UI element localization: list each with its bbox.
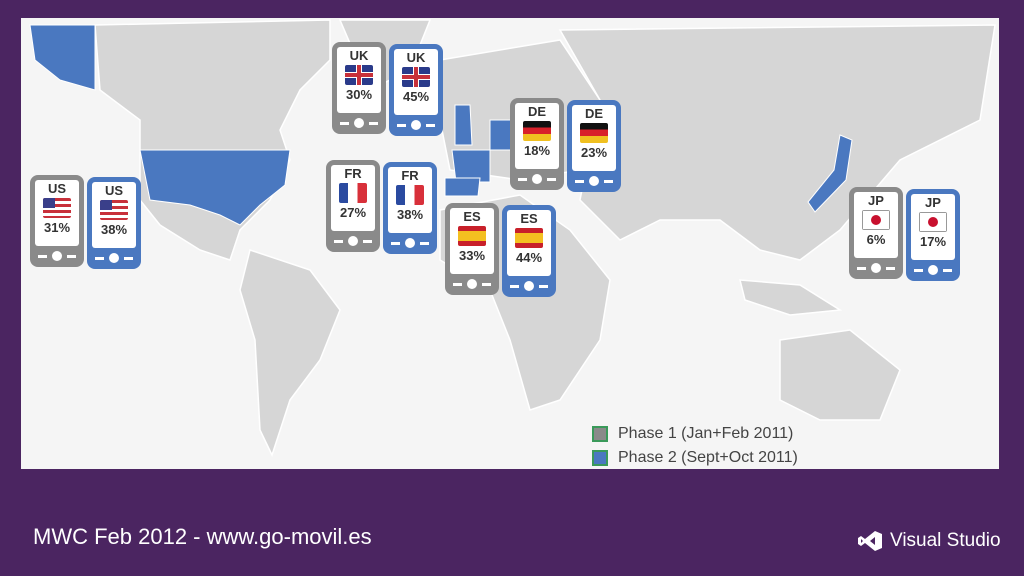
spain	[444, 177, 481, 197]
phone-marker-fr-phase2: FR 38%	[383, 162, 437, 254]
percentage: 18%	[523, 143, 551, 158]
visual-studio-logo: Visual Studio	[858, 530, 1001, 552]
percentage: 38%	[396, 207, 424, 222]
country-code: JP	[868, 193, 884, 208]
us-flag-icon	[43, 198, 71, 218]
phone-screen: ES 44%	[507, 210, 551, 276]
phone-buttons	[87, 253, 141, 263]
phone-buttons	[383, 238, 437, 248]
phone-screen: JP 17%	[911, 194, 955, 260]
phone-marker-uk-phase1: UK 30%	[332, 42, 386, 134]
percentage: 17%	[919, 234, 947, 249]
phone-buttons	[445, 279, 499, 289]
phone-marker-us-phase2: US 38%	[87, 177, 141, 269]
de-flag-icon	[523, 121, 551, 141]
percentage: 23%	[580, 145, 608, 160]
phone-screen: DE 18%	[515, 103, 559, 169]
country-code: JP	[925, 195, 941, 210]
germany	[489, 119, 513, 151]
phone-buttons	[332, 118, 386, 128]
indonesia	[739, 279, 843, 316]
percentage: 44%	[515, 250, 543, 265]
phone-buttons	[567, 176, 621, 186]
percentage: 31%	[43, 220, 71, 235]
australia	[779, 329, 901, 421]
phone-buttons	[502, 281, 556, 291]
country-code: US	[47, 181, 67, 196]
phone-screen: FR 27%	[331, 165, 375, 231]
jp-flag-icon	[919, 212, 947, 232]
country-code: US	[104, 183, 124, 198]
phone-buttons	[30, 251, 84, 261]
phone-screen: US 31%	[35, 180, 79, 246]
phone-buttons	[906, 265, 960, 275]
footer-text: MWC Feb 2012 - www.go-movil.es	[33, 524, 372, 549]
phone-buttons	[389, 120, 443, 130]
us-flag-icon	[100, 200, 128, 220]
phone-marker-es-phase1: ES 33%	[445, 203, 499, 295]
phone-screen: UK 30%	[337, 47, 381, 113]
percentage: 6%	[866, 232, 886, 247]
phone-marker-us-phase1: US 31%	[30, 175, 84, 267]
fr-flag-icon	[339, 183, 367, 203]
phone-buttons	[510, 174, 564, 184]
legend-item-phase2: Phase 2 (Sept+Oct 2011)	[592, 446, 798, 470]
phone-marker-jp-phase1: JP 6%	[849, 187, 903, 279]
alaska	[29, 24, 96, 91]
country-code: FR	[401, 168, 419, 183]
south-america	[239, 249, 341, 458]
phone-screen: DE 23%	[572, 105, 616, 171]
france	[451, 149, 491, 183]
usa	[139, 149, 291, 226]
country-code: UK	[349, 48, 369, 63]
fr-flag-icon	[396, 185, 424, 205]
uk-flag-icon	[345, 65, 373, 85]
phone-marker-de-phase1: DE 18%	[510, 98, 564, 190]
country-code: DE	[584, 106, 604, 121]
visual-studio-icon	[858, 531, 882, 551]
legend-label: Phase 2 (Sept+Oct 2011)	[618, 449, 798, 466]
phase2-swatch	[592, 450, 608, 466]
legend-label: Phase 1 (Jan+Feb 2011)	[618, 425, 794, 442]
percentage: 38%	[100, 222, 128, 237]
percentage: 27%	[339, 205, 367, 220]
phone-screen: JP 6%	[854, 192, 898, 258]
country-code: UK	[406, 50, 426, 65]
legend-item-phase1: Phase 1 (Jan+Feb 2011)	[592, 422, 798, 446]
country-code: FR	[344, 166, 362, 181]
percentage: 45%	[402, 89, 430, 104]
phone-buttons	[326, 236, 380, 246]
uk	[454, 104, 473, 146]
phone-marker-jp-phase2: JP 17%	[906, 189, 960, 281]
uk-flag-icon	[402, 67, 430, 87]
country-code: ES	[520, 211, 538, 226]
japan	[807, 134, 853, 213]
phase1-swatch	[592, 426, 608, 442]
legend: Phase 1 (Jan+Feb 2011) Phase 2 (Sept+Oct…	[592, 422, 798, 470]
phone-screen: US 38%	[92, 182, 136, 248]
phone-screen: UK 45%	[394, 49, 438, 115]
phone-buttons	[849, 263, 903, 273]
phone-screen: ES 33%	[450, 208, 494, 274]
de-flag-icon	[580, 123, 608, 143]
phone-marker-es-phase2: ES 44%	[502, 205, 556, 297]
asia	[558, 24, 996, 261]
es-flag-icon	[515, 228, 543, 248]
jp-flag-icon	[862, 210, 890, 230]
phone-screen: FR 38%	[388, 167, 432, 233]
phone-marker-de-phase2: DE 23%	[567, 100, 621, 192]
percentage: 33%	[458, 248, 486, 263]
phone-marker-uk-phase2: UK 45%	[389, 44, 443, 136]
es-flag-icon	[458, 226, 486, 246]
phone-marker-fr-phase1: FR 27%	[326, 160, 380, 252]
country-code: DE	[527, 104, 547, 119]
percentage: 30%	[345, 87, 373, 102]
country-code: ES	[463, 209, 481, 224]
visual-studio-label: Visual Studio	[890, 530, 1001, 551]
